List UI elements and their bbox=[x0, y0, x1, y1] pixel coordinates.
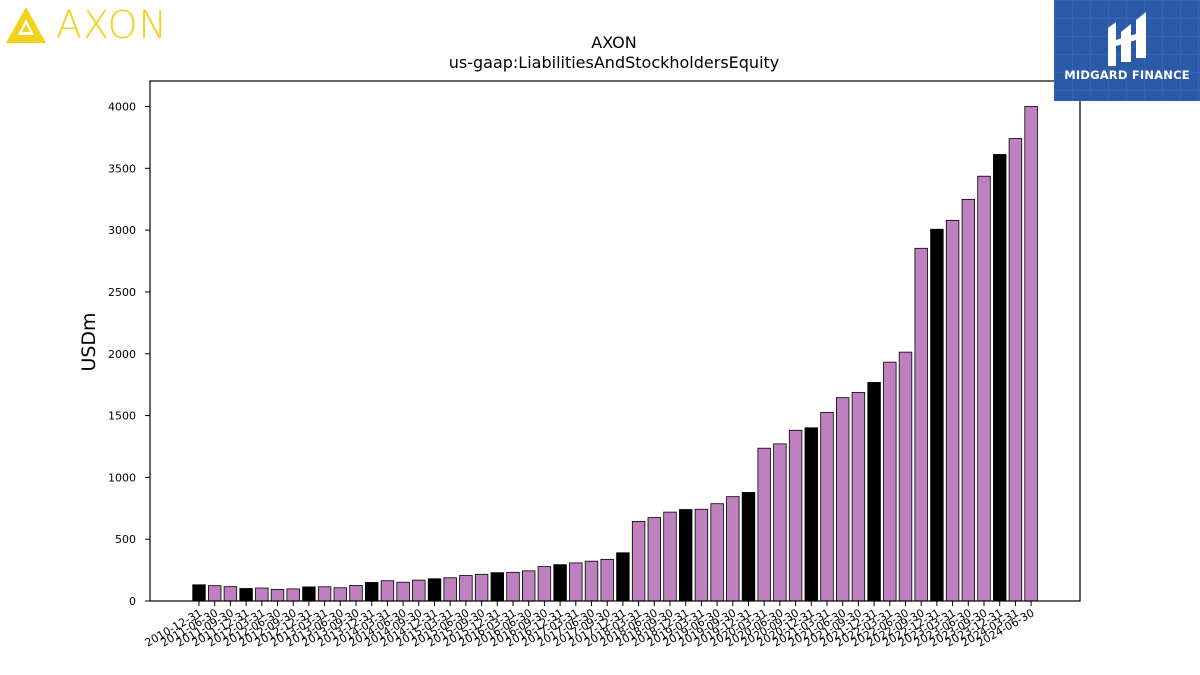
bar-2023-06-30 bbox=[961, 198, 976, 602]
bar-2018-12-31 bbox=[679, 509, 693, 602]
bar-2017-12-31 bbox=[616, 552, 630, 602]
bar-2023-09-30 bbox=[977, 175, 991, 602]
bar-2015-03-31 bbox=[443, 577, 457, 602]
bar-2022-09-30 bbox=[914, 247, 928, 602]
bar-2023-12-31 bbox=[993, 154, 1007, 602]
y-tick-label: 1000 bbox=[108, 471, 136, 484]
bar-2021-03-31 bbox=[820, 412, 834, 602]
bar-2016-09-30 bbox=[537, 566, 552, 602]
bar-2019-12-31 bbox=[741, 492, 756, 602]
bars-group bbox=[192, 106, 1038, 602]
bar-2019-03-31 bbox=[694, 508, 709, 602]
bar-2020-06-30 bbox=[773, 443, 787, 602]
bar-2013-03-31 bbox=[317, 586, 332, 602]
bar-2024-03-31 bbox=[1008, 138, 1023, 602]
bar-2018-09-30 bbox=[663, 511, 677, 602]
y-ticks-group: 0 500 1000 1500 2000 2500 3000 3500 4000 bbox=[108, 101, 150, 608]
axon-logo: AXON bbox=[4, 4, 168, 46]
y-tick-label: 2000 bbox=[108, 348, 136, 361]
axon-triangle-icon bbox=[6, 7, 46, 43]
y-axis-label: USDm bbox=[78, 312, 100, 371]
chart-subtitle: us-gaap:LiabilitiesAndStockholdersEquity bbox=[449, 53, 780, 72]
bar-2016-06-30 bbox=[522, 570, 536, 602]
bar-2018-03-31 bbox=[631, 520, 646, 602]
bar-2021-09-30 bbox=[851, 392, 866, 602]
bar-2013-06-30 bbox=[333, 587, 348, 602]
bar-2021-06-30 bbox=[836, 397, 850, 602]
bar-2021-12-31 bbox=[867, 382, 881, 602]
bar-2012-03-31 bbox=[255, 587, 269, 602]
bar-2023-03-31 bbox=[945, 219, 960, 602]
bar-2014-12-31 bbox=[427, 578, 442, 602]
bar-2017-09-30 bbox=[600, 558, 614, 602]
y-tick-label: 0 bbox=[129, 595, 136, 608]
bar-2012-06-30 bbox=[270, 588, 285, 602]
bar-2022-06-30 bbox=[898, 351, 913, 602]
bar-2014-06-30 bbox=[396, 581, 410, 602]
y-tick-label: 500 bbox=[115, 533, 136, 546]
bar-2014-09-30 bbox=[412, 579, 426, 602]
bar-2019-06-30 bbox=[710, 503, 724, 602]
y-tick-label: 2500 bbox=[108, 286, 136, 299]
bar-2013-09-30 bbox=[349, 585, 363, 602]
bar-2015-09-30 bbox=[474, 573, 489, 602]
chart-title: AXON bbox=[591, 33, 636, 52]
y-tick-label: 3000 bbox=[108, 224, 136, 237]
bar-2017-06-30 bbox=[584, 560, 599, 602]
bar-2022-12-31 bbox=[930, 228, 944, 602]
bar-2020-03-31 bbox=[757, 447, 771, 602]
plot-frame bbox=[149, 80, 1081, 602]
y-tick-label: 3500 bbox=[108, 162, 136, 175]
bar-2017-03-31 bbox=[569, 562, 583, 602]
bar-2010-12-31 bbox=[192, 584, 206, 602]
midgard-finance-logo: MIDGARD FINANCE bbox=[1054, 0, 1200, 101]
bar-2016-03-31 bbox=[506, 571, 520, 602]
bar-2022-03-31 bbox=[883, 361, 897, 602]
midgard-mark-icon bbox=[1108, 12, 1146, 66]
midgard-logo-text: MIDGARD FINANCE bbox=[1064, 68, 1190, 82]
bar-2015-06-30 bbox=[459, 575, 473, 602]
bar-2015-12-31 bbox=[490, 572, 505, 602]
bar-2012-12-31 bbox=[302, 586, 316, 602]
bar-2019-09-30 bbox=[726, 496, 740, 602]
bar-2013-12-31 bbox=[364, 582, 379, 602]
axon-logo-text: AXON bbox=[56, 3, 168, 47]
y-tick-label: 1500 bbox=[108, 410, 136, 423]
bar-2024-06-30 bbox=[1024, 106, 1038, 602]
bar-2020-09-30 bbox=[788, 429, 803, 602]
bar-2011-12-31 bbox=[239, 588, 253, 602]
bar-2011-06-30 bbox=[207, 585, 222, 602]
bar-2020-12-31 bbox=[804, 427, 819, 602]
y-tick-label: 4000 bbox=[108, 101, 136, 114]
bar-2011-09-30 bbox=[223, 586, 238, 602]
bar-2012-09-30 bbox=[286, 588, 300, 602]
bar-2014-03-31 bbox=[380, 580, 395, 602]
x-ticks-group: 2010-12-312011-06-302011-09-302011-12-31… bbox=[143, 601, 1037, 650]
bar-2016-12-31 bbox=[553, 564, 567, 602]
bar-2018-06-30 bbox=[647, 517, 662, 602]
